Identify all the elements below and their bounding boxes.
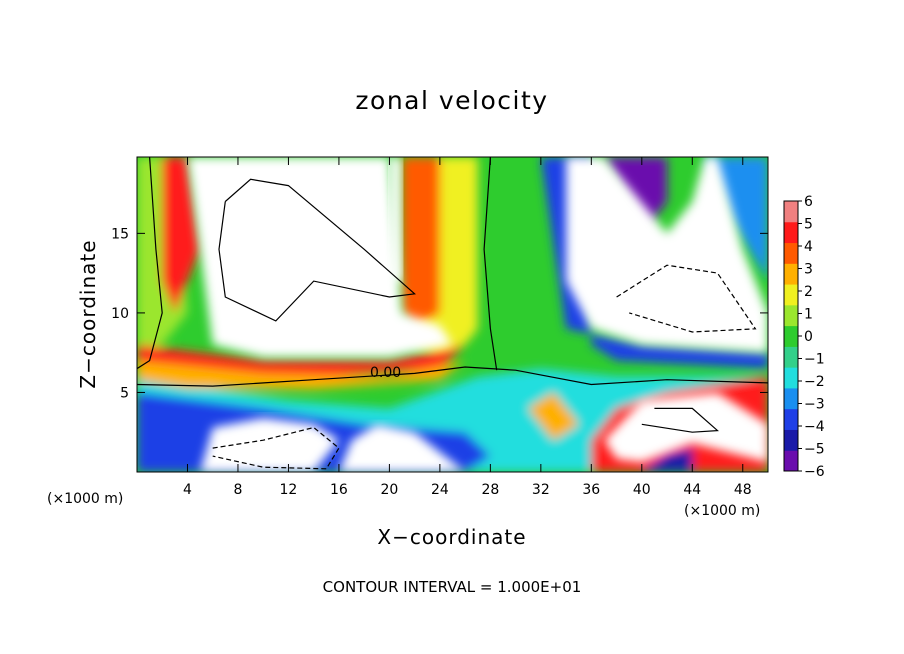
x-axis-label: X−coordinate xyxy=(377,525,527,549)
colorbar-tick-label: −5 xyxy=(804,442,825,458)
y-axis-label: Z−coordinate xyxy=(76,239,100,389)
colorbar-tick-label: 3 xyxy=(804,262,813,278)
colorbar-tick-label: −1 xyxy=(804,352,825,368)
colorbar-segment xyxy=(784,201,798,223)
colorbar-segment xyxy=(784,387,798,410)
x-unit-right: (×1000 m) xyxy=(684,503,761,519)
colorbar-tick-label: 0 xyxy=(804,329,813,345)
colorbar: 6 5 4 3 2 1 0 −1 −2 −3 −4 −5 −6 xyxy=(783,194,825,480)
colorbar-segment xyxy=(784,325,798,347)
x-unit-left: (×1000 m) xyxy=(47,491,124,507)
colorbar-segment xyxy=(784,346,798,368)
chart-title: zonal velocity xyxy=(355,86,549,115)
colorbar-tick-label: −3 xyxy=(804,397,825,413)
colorbar-segment xyxy=(784,408,798,430)
x-tick-label: 44 xyxy=(683,482,701,498)
colorbar-segment xyxy=(784,221,798,244)
colorbar-tick-label: 6 xyxy=(804,194,813,210)
x-axis: 4 8 12 16 20 24 28 32 36 40 44 48 xyxy=(183,157,752,498)
x-tick-label: 8 xyxy=(233,482,242,498)
y-tick-label: 10 xyxy=(111,306,129,322)
y-tick-label: 15 xyxy=(111,226,129,242)
velocity-field xyxy=(137,157,768,472)
colorbar-tick-label: −6 xyxy=(804,464,825,480)
x-tick-label: 36 xyxy=(582,482,600,498)
x-tick-label: 12 xyxy=(280,482,298,498)
colorbar-segment xyxy=(784,429,798,451)
colorbar-segment xyxy=(784,284,798,306)
colorbar-tick-label: 5 xyxy=(804,217,813,233)
contour-lines xyxy=(137,157,768,470)
x-tick-label: 20 xyxy=(380,482,398,498)
colorbar-tick-label: 4 xyxy=(804,239,813,255)
x-tick-label: 4 xyxy=(183,482,192,498)
x-tick-label: 16 xyxy=(330,482,348,498)
contour-label: 0.00 xyxy=(370,365,401,381)
colorbar-segment xyxy=(784,367,798,389)
colorbar-tick-label: −4 xyxy=(804,419,825,435)
y-axis: 5 10 15 xyxy=(111,226,768,401)
x-tick-label: 48 xyxy=(734,482,752,498)
x-tick-label: 28 xyxy=(481,482,499,498)
colorbar-segment xyxy=(784,450,798,472)
colorbar-tick-label: 2 xyxy=(804,284,813,300)
colorbar-segment xyxy=(784,242,798,264)
x-tick-label: 32 xyxy=(532,482,550,498)
colorbar-segment xyxy=(784,304,798,327)
x-tick-label: 40 xyxy=(633,482,651,498)
contour-interval-note: CONTOUR INTERVAL = 1.000E+01 xyxy=(322,578,582,596)
colorbar-segment xyxy=(784,263,798,285)
plot-frame xyxy=(136,156,769,473)
x-tick-label: 24 xyxy=(431,482,449,498)
colorbar-tick-label: −2 xyxy=(804,374,825,390)
colorbar-tick-label: 1 xyxy=(804,307,813,323)
y-tick-label: 5 xyxy=(120,385,129,401)
